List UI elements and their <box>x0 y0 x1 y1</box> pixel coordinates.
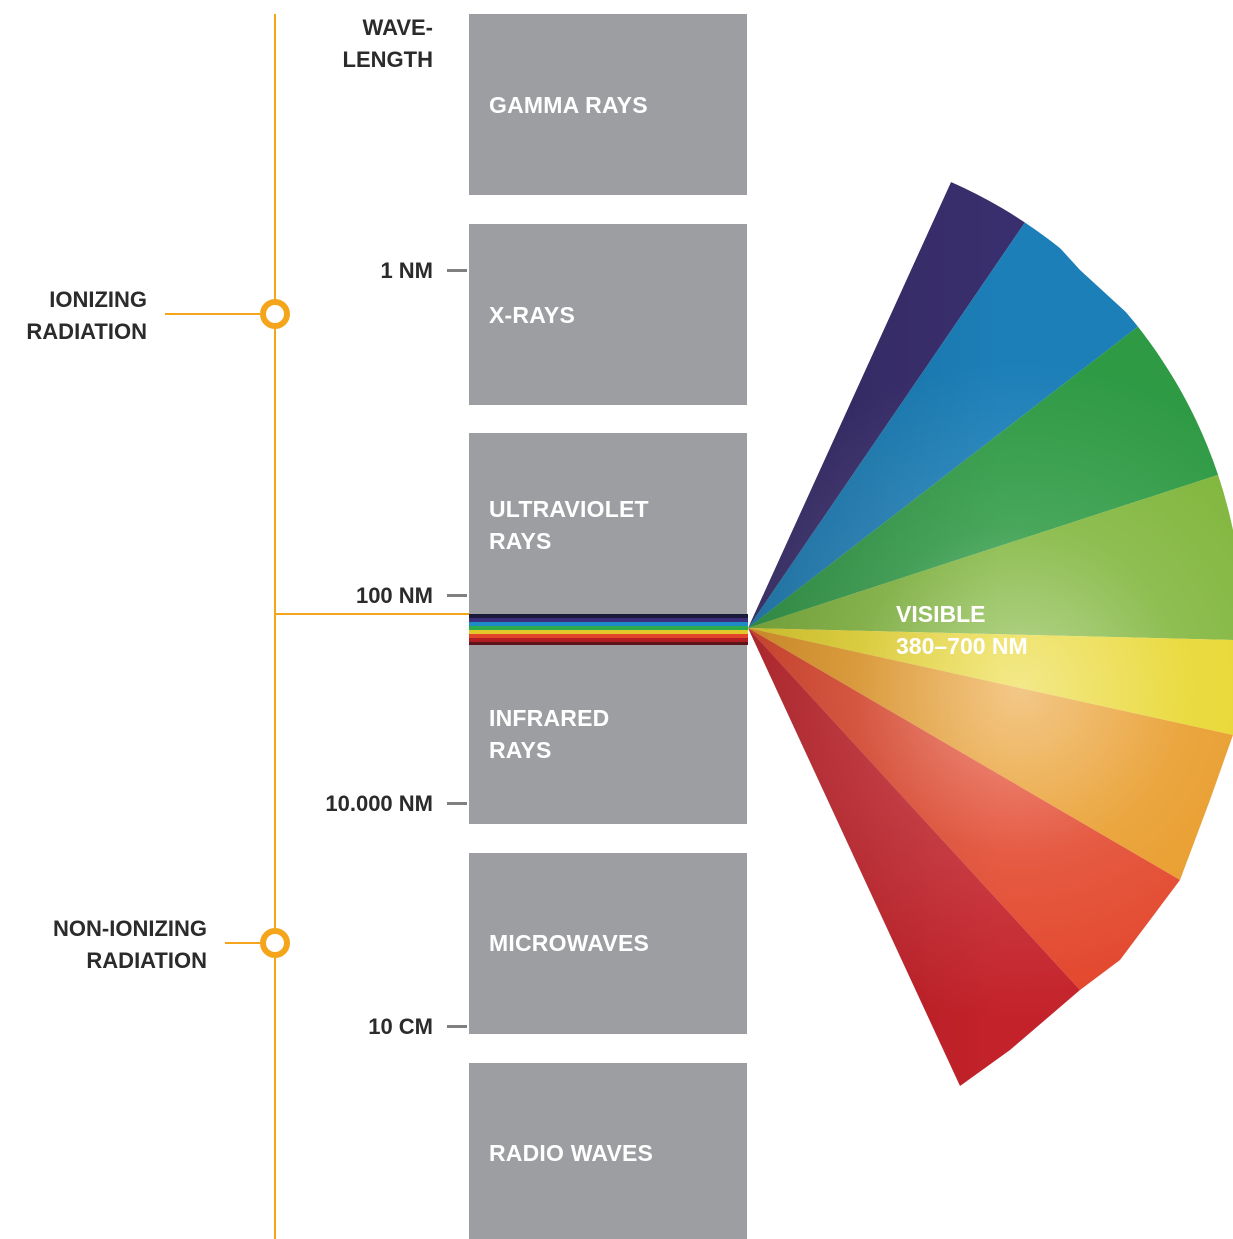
band-label: MICROWAVES <box>489 930 650 956</box>
visible-spectrum-label: VISIBLE 380–700 NM <box>896 601 1028 659</box>
band-label: ULTRAVIOLET RAYS <box>489 496 649 554</box>
band-x-rays: X-RAYS <box>469 224 747 405</box>
wavelength-heading: WAVE- LENGTH <box>342 15 433 72</box>
non-ionizing-node-icon <box>260 928 290 958</box>
non-ionizing-radiation-label: NON-IONIZING RADIATION <box>53 916 207 973</box>
tick-mark <box>447 802 467 805</box>
tick-mark <box>447 1025 467 1028</box>
band-infrared-rays: INFRARED RAYS <box>469 645 747 824</box>
band-label: RADIO WAVES <box>489 1140 654 1166</box>
tick-mark <box>447 594 467 597</box>
tick-label-1nm: 1 NM <box>380 258 433 283</box>
band-label: X-RAYS <box>489 302 575 328</box>
tick-label-100nm: 100 NM <box>355 583 433 608</box>
band-microwaves: MICROWAVES <box>469 853 747 1034</box>
band-radio-waves: RADIO WAVES <box>469 1063 747 1239</box>
ionizing-node-icon <box>260 299 290 329</box>
band-label: GAMMA RAYS <box>489 92 648 118</box>
tick-label-10cm: 10 CM <box>368 1014 433 1039</box>
tick-label-10000nm: 10.000 NM <box>325 791 433 816</box>
tick-mark <box>447 269 467 272</box>
ionizing-radiation-label: IONIZING RADIATION <box>26 287 147 344</box>
band-label: INFRARED RAYS <box>489 705 610 763</box>
band-gamma-rays: GAMMA RAYS <box>469 14 747 195</box>
band-ultraviolet-rays: ULTRAVIOLET RAYS <box>469 433 747 614</box>
visible-light-strip <box>469 614 748 645</box>
